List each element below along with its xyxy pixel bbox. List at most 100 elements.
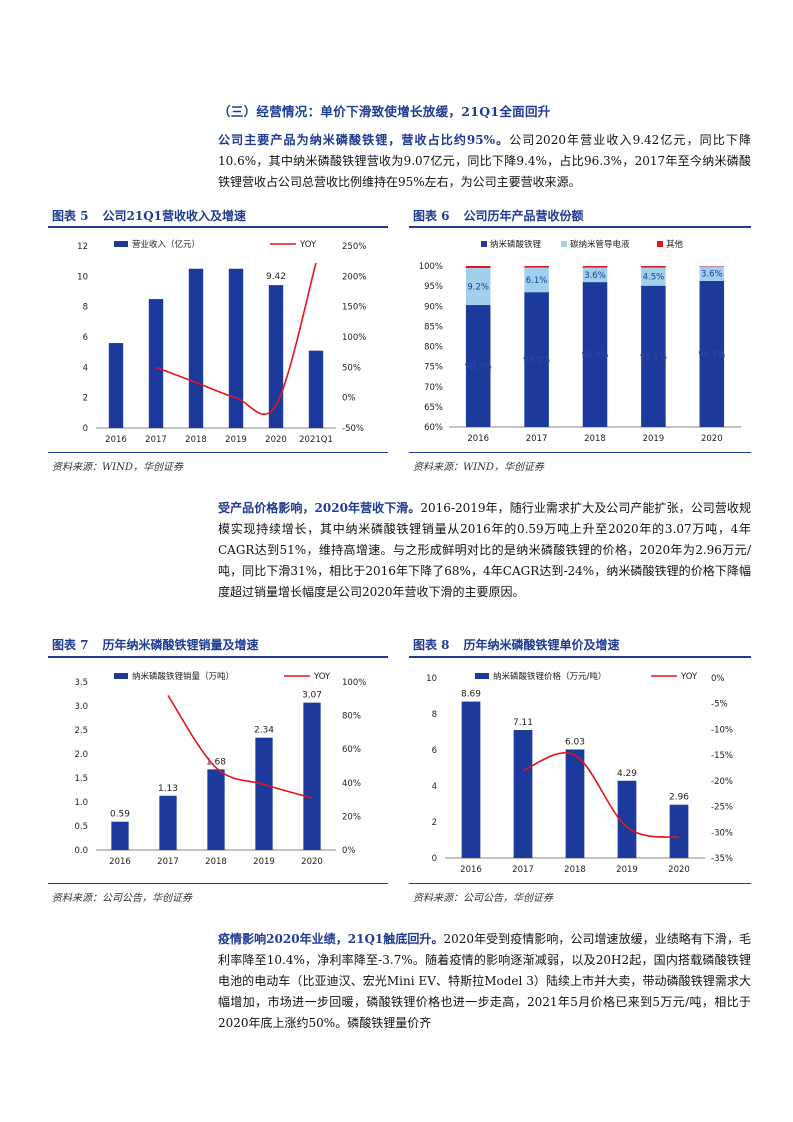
fig6-x-tick: 2018 [584, 434, 606, 444]
fig8-bar [513, 730, 533, 858]
fig6-y-tick: 95% [424, 282, 443, 292]
fig7-legend-line-label: YOY [313, 672, 331, 682]
figure-5-chart: 0 2 4 6 8 10 12 -50% 0% 50% 100% 150% 200% 250% 2016 20… [77, 239, 366, 445]
fig7-right-tick: 60% [342, 745, 361, 755]
fig7-bar [111, 821, 129, 850]
fig5-legend-bar-label: 营业收入（亿元） [132, 239, 200, 250]
fig5-left-tick: 6 [83, 333, 88, 343]
fig5-left-tick: 12 [77, 242, 88, 252]
fig7-right-tick: 80% [342, 712, 361, 722]
fig6-bar-segment [699, 280, 725, 427]
fig7-x-tick: 2018 [205, 857, 227, 867]
figure-6-chart: 60% 65% 70% 75% 80% 85% 90% 95% 100% 90.3% 9.2% 201… [419, 239, 741, 444]
fig5-left-tick: 4 [83, 363, 88, 373]
fig8-left-tick: 6 [432, 746, 437, 756]
fig8-right-tick: -25% [711, 803, 733, 813]
paragraph-3: 疫情影响2020年业绩，21Q1触底回升。2020年受到疫情影响，公司增速放缓，… [218, 929, 751, 1034]
fig6-data-label: 9.2% [467, 283, 489, 293]
figure-5-source: 资料来源：WIND，华创证券 [52, 462, 183, 473]
figure-6-rule [409, 226, 751, 228]
paragraph-1: 公司主要产品为纳米磷酸铁锂，营收占比约95%。公司2020年营业收入9.42亿元… [218, 130, 751, 193]
fig5-bar [268, 285, 284, 428]
fig5-bar [188, 268, 204, 428]
fig5-legend-line-label: YOY [299, 240, 317, 250]
fig8-legend-bar-label: 纳米磷酸铁锂价格（万元/吨） [493, 671, 606, 682]
figure-8-label: 图表 8 [413, 638, 450, 652]
fig8-x-tick: 2020 [668, 865, 690, 875]
fig5-x-tick: 2021Q1 [299, 435, 333, 445]
figure-5-rule [48, 226, 388, 228]
fig7-right-tick: 0% [342, 846, 356, 856]
fig7-bar [303, 702, 321, 850]
fig7-yoy-line [167, 694, 313, 799]
fig8-right-tick: 0% [711, 674, 725, 684]
fig6-bar-segment [465, 305, 491, 427]
fig6-bar-segment [524, 266, 549, 268]
figure-8-caption: 历年纳米磷酸铁锂单价及增速 [463, 638, 620, 652]
fig6-bar-segment [699, 266, 725, 281]
fig5-right-tick: 250% [342, 242, 366, 252]
fig8-legend-line-label: YOY [680, 672, 698, 682]
fig5-data-label: 9.42 [266, 272, 286, 282]
figure-8-chart: 0 2 4 6 8 10 -35% -30% -25% -20% -15% -10% -5% 0% 2016… [426, 671, 733, 875]
figure-8-title: 图表 8 历年纳米磷酸铁锂单价及增速 [413, 636, 620, 653]
fig8-legend-bar-swatch [475, 673, 489, 679]
fig6-legend-swatch [657, 241, 663, 247]
fig5-x-tick: 2019 [225, 435, 247, 445]
fig6-bar-segment [524, 292, 549, 427]
fig5-right-tick: 150% [342, 303, 366, 313]
fig7-data-label: 1.68 [206, 757, 226, 767]
figure-7-source: 资料来源：公司公告，华创证券 [52, 893, 192, 904]
fig8-data-label: 6.03 [565, 737, 585, 747]
figure-7-title: 图表 7 历年纳米磷酸铁锂销量及增速 [52, 636, 259, 653]
figure-8-bottom-rule [409, 883, 751, 884]
figure-5-caption: 公司21Q1营收收入及增速 [102, 209, 247, 223]
paragraph-2: 受产品价格影响，2020年营收下滑。2016-2019年，随行业需求扩大及公司产… [218, 498, 751, 603]
fig8-left-tick: 0 [432, 854, 437, 864]
fig6-data-label: 90.3% [465, 362, 492, 372]
fig6-legend-swatch [561, 241, 567, 247]
fig8-right-tick: -20% [711, 777, 733, 787]
fig7-data-label: 0.59 [110, 810, 130, 820]
fig7-data-label: 3.07 [302, 691, 322, 701]
fig6-bar-segment [465, 266, 491, 269]
section-heading: （三）经营情况：单价下滑致使增长放缓，21Q1全面回升 [218, 104, 551, 119]
paragraph-2-text: 2016-2019年，随行业需求扩大及公司产能扩张，公司营收规模实现持续增长，其… [218, 501, 751, 599]
fig7-right-tick: 20% [342, 812, 361, 822]
paragraph-1-text: 公司2020年营业收入9.42亿元，同比下降10.6%，其中纳米磷酸铁锂营收为9… [218, 133, 751, 189]
fig8-x-tick: 2016 [460, 865, 482, 875]
figure-6-source: 资料来源：WIND，华创证券 [413, 462, 544, 473]
fig6-bar-segment [524, 267, 549, 293]
fig6-x-tick: 2016 [467, 434, 489, 444]
fig5-right-tick: 0% [342, 394, 356, 404]
fig7-bar [207, 769, 225, 850]
fig6-data-label: 96.0% [581, 351, 608, 361]
figure-5-bottom-rule [48, 452, 388, 453]
fig5-bar [108, 343, 124, 428]
fig6-data-label: 3.6% [701, 270, 723, 280]
fig6-data-label: 93.5% [523, 356, 550, 366]
fig8-right-tick: -35% [711, 854, 733, 864]
figure-7-bottom-rule [48, 883, 388, 884]
fig5-bar [148, 299, 164, 428]
figure-7-rule [48, 656, 388, 658]
figure-5-title: 图表 5 公司21Q1营收收入及增速 [52, 207, 246, 224]
paragraph-1-lead: 公司主要产品为纳米磷酸铁锂，营收占比约95%。 [218, 133, 510, 147]
fig7-left-tick: 3.0 [74, 702, 88, 712]
fig6-y-tick: 85% [424, 322, 443, 332]
fig7-left-tick: 1.5 [74, 774, 88, 784]
fig6-bar-segment [465, 268, 491, 306]
fig8-data-label: 8.69 [461, 690, 481, 700]
fig7-left-tick: 2.5 [74, 726, 88, 736]
figure-8-rule [409, 656, 751, 658]
fig6-legend-label: 碳纳米管导电液 [570, 239, 630, 250]
fig8-left-tick: 2 [432, 818, 437, 828]
figure-8-source: 资料来源：公司公告，华创证券 [413, 893, 553, 904]
fig8-right-tick: -30% [711, 828, 733, 838]
fig5-left-tick: 10 [77, 272, 88, 282]
paragraph-3-lead: 疫情影响2020年业绩，21Q1触底回升。 [218, 932, 444, 946]
figure-7-chart: 0.0 0.5 1.0 1.5 2.0 2.5 3.0 3.5 0% 20% 40% 60% 80% 10… [74, 671, 366, 867]
fig5-right-tick: 200% [342, 272, 366, 282]
figure-6-label: 图表 6 [413, 209, 450, 223]
fig6-y-tick: 75% [424, 363, 443, 373]
